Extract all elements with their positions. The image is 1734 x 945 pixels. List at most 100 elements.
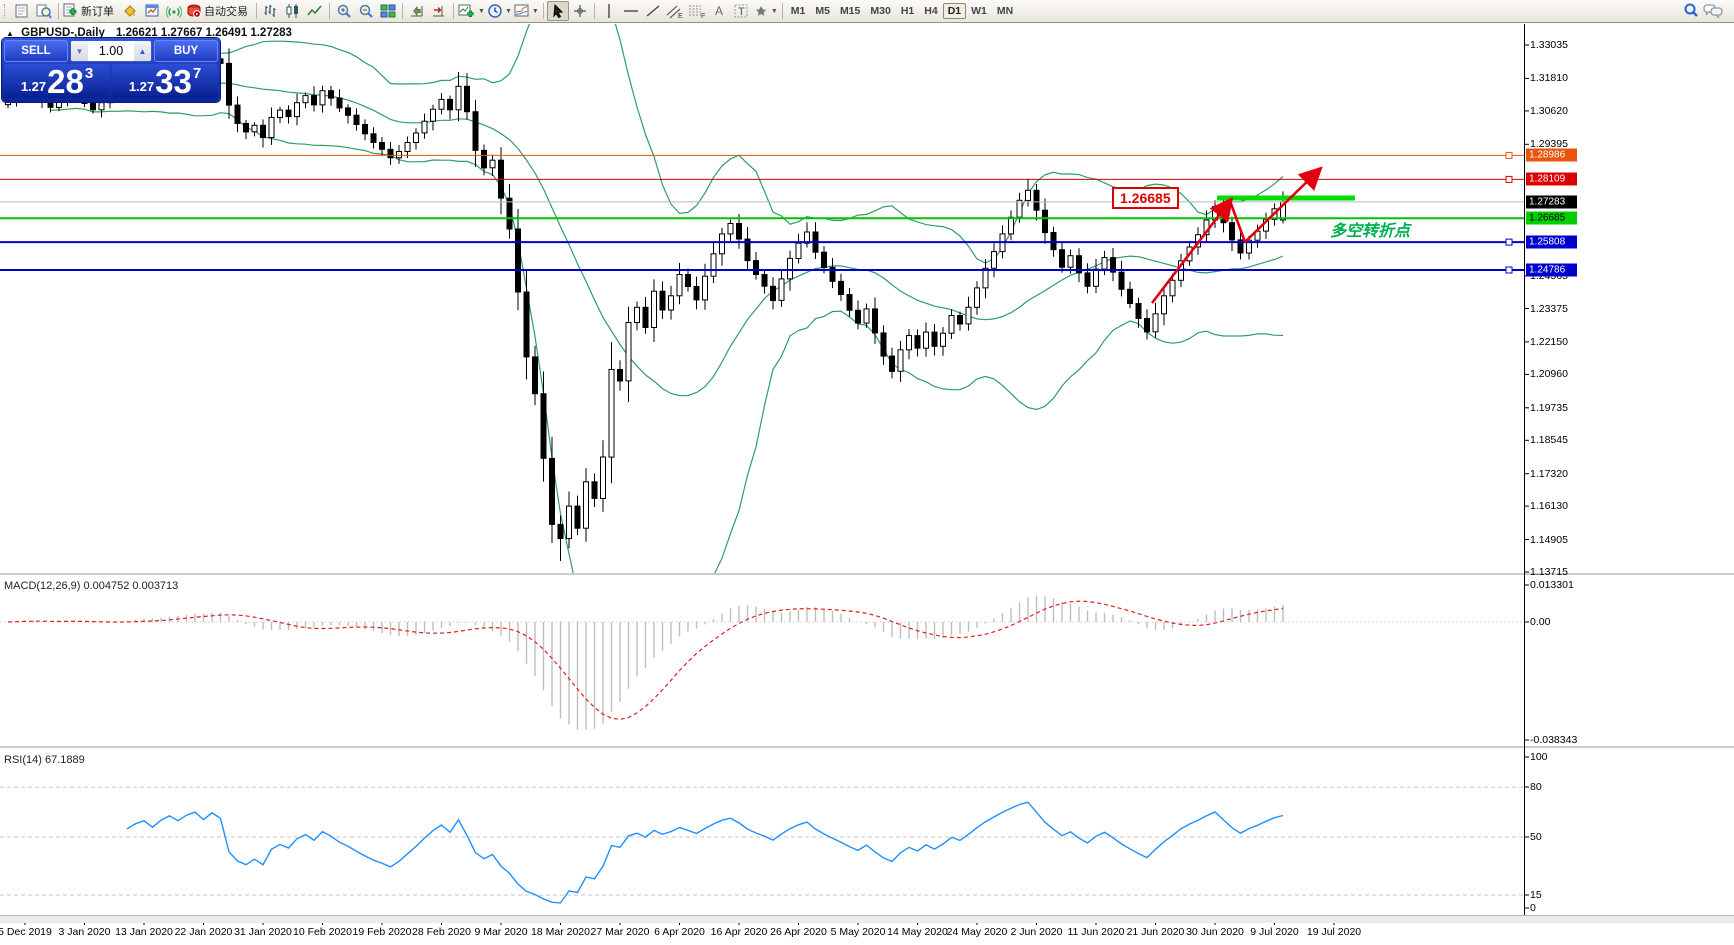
fibonacci-tool-button[interactable]: F: [686, 1, 708, 21]
date-tick-label[interactable]: 30 Jun 2020: [1186, 926, 1244, 938]
date-tick-label[interactable]: 26 Apr 2020: [770, 926, 827, 938]
signals-button[interactable]: [163, 1, 185, 21]
date-tick-label[interactable]: 28 Feb 2020: [412, 926, 471, 938]
channel-tool-button[interactable]: E: [664, 1, 686, 21]
templates-button[interactable]: ▼: [513, 1, 540, 21]
date-tick-label[interactable]: 5 May 2020: [830, 926, 886, 938]
date-tick-label[interactable]: 24 May 2020: [946, 926, 1008, 938]
date-tick-label[interactable]: 27 Mar 2020: [590, 926, 650, 938]
date-tick-label[interactable]: 2 Jun 2020: [1010, 926, 1063, 938]
date-tick-label[interactable]: 5 Dec 2019: [0, 926, 52, 938]
date-tick-label[interactable]: 10 Feb 2020: [293, 926, 352, 938]
buy-price-display[interactable]: 1.27 33 7: [112, 64, 218, 98]
timeframe-button-D1[interactable]: D1: [942, 3, 967, 19]
line-chart-mode-button[interactable]: [304, 1, 326, 21]
new-chart-button[interactable]: [11, 1, 33, 21]
macd-pane[interactable]: [0, 595, 1524, 730]
trend-arrow-up-2[interactable]: [1244, 166, 1323, 243]
profiles-button[interactable]: [33, 1, 55, 21]
volume-value[interactable]: 1.00: [98, 44, 124, 58]
buy-button[interactable]: BUY: [154, 40, 218, 62]
text-label-tool-button[interactable]: T: [730, 1, 752, 21]
new-order-button[interactable]: 新订单: [62, 1, 119, 21]
chart-area[interactable]: ▲ GBPUSD-,Daily 1.26621 1.27667 1.26491 …: [0, 23, 1734, 945]
chat-bubbles-icon: [1703, 2, 1723, 20]
trend-arrow-up-1[interactable]: [1150, 196, 1234, 304]
date-tick-label[interactable]: 13 Jan 2020: [115, 926, 173, 938]
candle-body: [336, 97, 343, 109]
shapes-tool-button[interactable]: ▼: [752, 1, 779, 21]
autotrading-button[interactable]: 自动交易: [185, 1, 253, 21]
candle-body: [243, 122, 249, 133]
timeframe-button-M30[interactable]: M30: [870, 5, 891, 17]
chart-styles-button[interactable]: [119, 1, 141, 21]
timeframe-button-H1[interactable]: H1: [900, 5, 915, 17]
line-handle[interactable]: [1505, 151, 1513, 159]
zoom-out-button[interactable]: [355, 1, 377, 21]
date-tick-label[interactable]: 19 Feb 2020: [352, 926, 412, 938]
date-tick-label[interactable]: 22 Jan 2020: [174, 926, 233, 938]
bar-chart-mode-button[interactable]: [260, 1, 282, 21]
sell-price-display[interactable]: 1.27 28 3: [4, 64, 110, 98]
date-tick-label[interactable]: 21 Jun 2020: [1126, 926, 1185, 938]
zoom-in-button[interactable]: [333, 1, 355, 21]
date-tick-label[interactable]: 31 Jan 2020: [234, 926, 292, 938]
timeframe-button-M1[interactable]: M1: [790, 5, 806, 17]
chart-shift-button[interactable]: [428, 1, 450, 21]
chat-button[interactable]: [1702, 1, 1724, 21]
toolbar-separator: [329, 3, 330, 19]
resistance-segment[interactable]: [1217, 195, 1355, 201]
chart-canvas[interactable]: [0, 23, 1734, 945]
sell-button[interactable]: SELL: [4, 40, 68, 62]
one-click-trading-panel: SELL ▼ 1.00 ▲ BUY 1.27 28 3 1.27 33 7: [2, 38, 220, 102]
cursor-tool-button[interactable]: [546, 1, 569, 21]
date-tick-label[interactable]: 19 Jul 2020: [1306, 926, 1362, 938]
auto-scroll-button[interactable]: [406, 1, 428, 21]
collapse-triangle-icon[interactable]: ▲: [6, 29, 14, 38]
candlestick-mode-button[interactable]: [282, 1, 304, 21]
timeframe-button-W1[interactable]: W1: [971, 5, 987, 17]
date-tick-label[interactable]: 14 May 2020: [887, 926, 948, 938]
line-handle[interactable]: [1505, 175, 1513, 183]
line-handle[interactable]: [1505, 266, 1513, 274]
date-tick-label[interactable]: 9 Mar 2020: [474, 926, 528, 938]
candle-body: [489, 159, 496, 169]
price-tick-label: 1.29395: [1530, 138, 1568, 151]
tile-windows-button[interactable]: [377, 1, 399, 21]
rsi-pane[interactable]: [0, 786, 1524, 904]
market-window-button[interactable]: [141, 1, 163, 21]
trendline-tool-button[interactable]: [642, 1, 664, 21]
date-tick-label[interactable]: 16 Apr 2020: [710, 926, 768, 938]
crosshair-tool-button[interactable]: [569, 1, 591, 21]
search-button[interactable]: [1680, 1, 1702, 21]
timeframe-button-H4[interactable]: H4: [924, 5, 938, 17]
periods-button[interactable]: ▼: [486, 1, 513, 21]
date-tick-label[interactable]: 6 Apr 2020: [654, 926, 705, 938]
volume-increase-button[interactable]: ▲: [134, 41, 151, 61]
candle-body: [583, 481, 589, 529]
turning-point-annotation[interactable]: 多空转折点: [1330, 221, 1411, 240]
line-handle[interactable]: [1505, 238, 1513, 246]
tile-windows-icon: [380, 3, 396, 19]
horizontal-line-tool-button[interactable]: [620, 1, 642, 21]
date-tick-label[interactable]: 18 Mar 2020: [531, 926, 590, 938]
date-tick-label[interactable]: 11 Jun 2020: [1067, 926, 1125, 938]
toolbar-grip[interactable]: [4, 4, 8, 18]
vertical-line-tool-button[interactable]: [598, 1, 620, 21]
text-label-icon: T: [733, 3, 749, 19]
volume-decrease-button[interactable]: ▼: [71, 41, 88, 61]
date-tick-label[interactable]: 9 Jul 2020: [1250, 926, 1299, 938]
candle-body: [379, 142, 385, 150]
price-flag-annotation[interactable]: 1.26685: [1112, 187, 1179, 209]
price-tick-label: 1.18545: [1530, 434, 1568, 447]
indicators-button[interactable]: ▼: [457, 1, 486, 21]
timeframe-button-M5[interactable]: M5: [815, 5, 830, 17]
candle-body: [1016, 199, 1023, 218]
price-pane[interactable]: [5, 23, 1286, 653]
trend-pullback-line[interactable]: [1228, 200, 1247, 243]
date-tick-label[interactable]: 3 Jan 2020: [58, 926, 111, 938]
text-tool-button[interactable]: A: [708, 1, 730, 21]
candle-body: [1008, 216, 1014, 235]
timeframe-button-M15[interactable]: M15: [839, 5, 861, 17]
timeframe-button-MN[interactable]: MN: [996, 5, 1014, 17]
